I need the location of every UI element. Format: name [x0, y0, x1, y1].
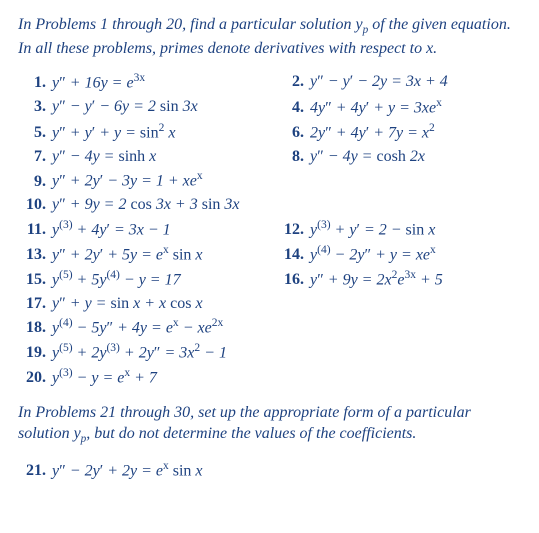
problem-row: 1.y″ + 16y = e3x2.y″ − y′ − 2y = 3x + 4: [18, 70, 521, 95]
problem-equation: y″ − y′ − 2y = 3x + 4: [310, 71, 448, 93]
problem-number: 5.: [18, 122, 52, 144]
problem-item: 4.4y″ + 4y′ + y = 3xex: [276, 95, 442, 120]
problem-row: 20.y(3) − y = ex + 7: [18, 365, 521, 390]
problem-number: 2.: [276, 71, 310, 93]
problem-equation: y(3) + 4y′ = 3x − 1: [52, 218, 171, 241]
problem-item: 20.y(3) − y = ex + 7: [18, 365, 521, 390]
problem-number: 4.: [276, 97, 310, 119]
problem-item: 15.y(5) + 5y(4) − y = 17: [18, 267, 276, 292]
problem-number: 12.: [276, 219, 310, 241]
problem-number: 8.: [276, 146, 310, 168]
problem-number: 14.: [276, 244, 310, 266]
problem-equation: y(3) + y′ = 2 − sin x: [310, 218, 435, 241]
problem-equation: y(3) − y = ex + 7: [52, 366, 157, 389]
problem-row: 18.y(4) − 5y″ + 4y = ex − xe2x: [18, 315, 521, 340]
problem-item: 14.y(4) − 2y″ + y = xex: [276, 242, 436, 267]
problem-item: 12.y(3) + y′ = 2 − sin x: [276, 217, 435, 242]
problem-row: 10.y″ + 9y = 2 cos 3x + 3 sin 3x: [18, 193, 521, 217]
problem-item: 13.y″ + 2y′ + 5y = ex sin x: [18, 242, 276, 267]
problem-number: 7.: [18, 146, 52, 168]
problem-equation: y″ − 4y = sinh x: [52, 146, 156, 168]
problem-number: 18.: [18, 317, 52, 339]
problem-number: 9.: [18, 171, 52, 193]
problem-number: 17.: [18, 293, 52, 315]
problem-item: 8.y″ − 4y = cosh 2x: [276, 145, 425, 169]
problem-item: 9.y″ + 2y′ − 3y = 1 + xex: [18, 168, 521, 193]
problem-item: 21.y″ − 2y′ + 2y = ex sin x: [18, 458, 521, 483]
problem-equation: 2y″ + 4y′ + 7y = x2: [310, 121, 435, 144]
problem-equation: y″ + 16y = e3x: [52, 71, 145, 94]
problem-equation: y″ − y′ − 6y = 2 sin 3x: [52, 96, 198, 118]
problem-equation: y″ + y = sin x + x cos x: [52, 293, 203, 315]
problem-row: 7.y″ − 4y = sinh x8.y″ − 4y = cosh 2x: [18, 145, 521, 169]
problem-row: 19.y(5) + 2y(3) + 2y″ = 3x2 − 1: [18, 340, 521, 365]
problem-row: 21.y″ − 2y′ + 2y = ex sin x: [18, 458, 521, 483]
instructions-1: In Problems 1 through 20, find a particu…: [18, 14, 521, 60]
problem-equation: y(5) + 2y(3) + 2y″ = 3x2 − 1: [52, 341, 227, 364]
problem-item: 2.y″ − y′ − 2y = 3x + 4: [276, 70, 448, 95]
problem-item: 10.y″ + 9y = 2 cos 3x + 3 sin 3x: [18, 193, 521, 217]
problem-item: 11.y(3) + 4y′ = 3x − 1: [18, 217, 276, 242]
problem-equation: 4y″ + 4y′ + y = 3xex: [310, 96, 442, 119]
problem-number: 11.: [18, 219, 52, 241]
problem-number: 15.: [18, 269, 52, 291]
problem-equation: y(5) + 5y(4) − y = 17: [52, 268, 181, 291]
intro1-text: In Problems 1 through 20, find a particu…: [18, 16, 363, 33]
problem-row: 17.y″ + y = sin x + x cos x: [18, 292, 521, 316]
problem-row: 5.y″ + y′ + y = sin2 x6.2y″ + 4y′ + 7y =…: [18, 120, 521, 145]
problem-number: 1.: [18, 72, 52, 94]
problem-item: 7.y″ − 4y = sinh x: [18, 145, 276, 169]
problems-block-1: 1.y″ + 16y = e3x2.y″ − y′ − 2y = 3x + 43…: [18, 70, 521, 390]
problem-item: 5.y″ + y′ + y = sin2 x: [18, 120, 276, 145]
problem-number: 13.: [18, 244, 52, 266]
problem-number: 16.: [276, 269, 310, 291]
problem-item: 16.y″ + 9y = 2x2e3x + 5: [276, 267, 443, 292]
problem-row: 15.y(5) + 5y(4) − y = 1716.y″ + 9y = 2x2…: [18, 267, 521, 292]
problem-number: 20.: [18, 367, 52, 389]
problem-number: 10.: [18, 194, 52, 216]
problem-item: 3.y″ − y′ − 6y = 2 sin 3x: [18, 95, 276, 120]
problem-number: 19.: [18, 342, 52, 364]
problem-row: 11.y(3) + 4y′ = 3x − 112.y(3) + y′ = 2 −…: [18, 217, 521, 242]
problem-item: 6.2y″ + 4y′ + 7y = x2: [276, 120, 435, 145]
instructions-2: In Problems 21 through 30, set up the ap…: [18, 402, 521, 448]
problem-equation: y″ + 9y = 2x2e3x + 5: [310, 268, 443, 291]
problem-number: 6.: [276, 122, 310, 144]
problem-number: 3.: [18, 96, 52, 118]
problem-equation: y″ − 4y = cosh 2x: [310, 146, 425, 168]
problem-equation: y(4) − 2y″ + y = xex: [310, 243, 436, 266]
problem-row: 13.y″ + 2y′ + 5y = ex sin x14.y(4) − 2y″…: [18, 242, 521, 267]
intro2-tail: , but do not determine the values of the…: [86, 425, 416, 442]
problem-item: 1.y″ + 16y = e3x: [18, 70, 276, 95]
problems-block-2: 21.y″ − 2y′ + 2y = ex sin x: [18, 458, 521, 483]
problem-equation: y″ + 9y = 2 cos 3x + 3 sin 3x: [52, 194, 240, 216]
problem-item: 18.y(4) − 5y″ + 4y = ex − xe2x: [18, 315, 521, 340]
problem-number: 21.: [18, 460, 52, 482]
problem-item: 19.y(5) + 2y(3) + 2y″ = 3x2 − 1: [18, 340, 521, 365]
problem-item: 17.y″ + y = sin x + x cos x: [18, 292, 521, 316]
problem-equation: y″ − 2y′ + 2y = ex sin x: [52, 459, 203, 482]
problem-equation: y″ + 2y′ − 3y = 1 + xex: [52, 169, 203, 192]
problem-equation: y″ + 2y′ + 5y = ex sin x: [52, 243, 203, 266]
problem-equation: y(4) − 5y″ + 4y = ex − xe2x: [52, 316, 223, 339]
problem-equation: y″ + y′ + y = sin2 x: [52, 121, 175, 144]
problem-row: 9.y″ + 2y′ − 3y = 1 + xex: [18, 168, 521, 193]
problem-row: 3.y″ − y′ − 6y = 2 sin 3x4.4y″ + 4y′ + y…: [18, 95, 521, 120]
